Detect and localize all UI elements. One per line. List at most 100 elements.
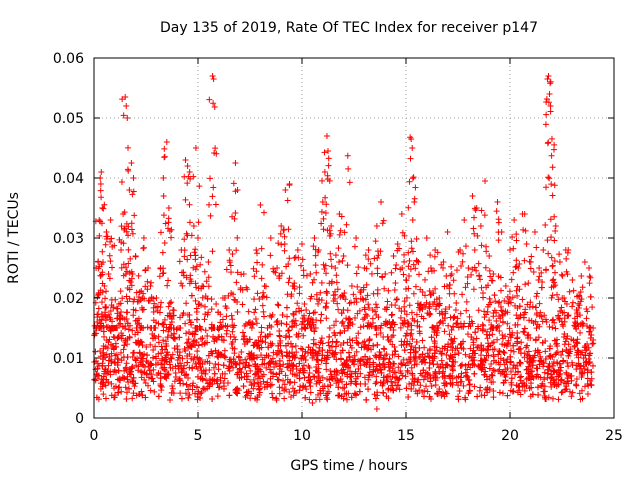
data-point (121, 342, 128, 349)
data-point (432, 285, 439, 292)
data-point (220, 362, 227, 369)
data-point (558, 376, 565, 383)
data-point (259, 294, 266, 301)
data-point (269, 394, 276, 401)
data-point (192, 246, 199, 253)
data-point (533, 293, 540, 300)
data-point (198, 389, 205, 396)
data-point (118, 330, 125, 337)
data-point (192, 145, 199, 151)
data-point (488, 379, 495, 386)
data-point (283, 263, 290, 270)
data-point (581, 259, 588, 265)
data-point (457, 378, 464, 385)
data-point (125, 167, 132, 174)
data-point (136, 391, 143, 397)
data-point (116, 316, 123, 323)
data-point (292, 343, 299, 350)
data-point (372, 380, 379, 387)
data-point (361, 304, 368, 311)
data-point (184, 163, 191, 169)
data-point (549, 262, 556, 269)
data-point (564, 333, 571, 340)
data-point (215, 350, 222, 357)
data-point (128, 220, 135, 227)
data-point (306, 370, 313, 377)
data-point (533, 373, 540, 380)
data-point (132, 380, 139, 387)
data-point (97, 187, 104, 194)
data-point (360, 316, 367, 323)
data-point (425, 268, 432, 275)
data-point (299, 318, 306, 325)
data-point (416, 354, 423, 361)
data-point (543, 395, 550, 402)
data-point (533, 325, 540, 332)
data-point (456, 388, 463, 395)
data-point (421, 276, 428, 283)
data-point (217, 374, 224, 381)
data-point (92, 348, 99, 355)
data-point (114, 315, 121, 322)
data-point (441, 315, 448, 322)
data-point (120, 261, 127, 268)
data-point (529, 362, 536, 369)
data-point (552, 269, 559, 276)
data-point (258, 324, 265, 331)
data-point (560, 358, 567, 365)
data-point (510, 348, 517, 355)
data-point (377, 366, 384, 373)
data-point (192, 297, 199, 304)
data-point (308, 293, 315, 300)
data-point (419, 337, 426, 344)
data-point (157, 265, 164, 272)
data-point (396, 305, 403, 312)
data-point (340, 306, 347, 313)
data-point (397, 314, 404, 321)
data-point (353, 348, 360, 355)
data-point (508, 276, 515, 283)
data-point (172, 373, 179, 380)
data-point (399, 264, 406, 271)
data-point (234, 234, 241, 241)
data-point (184, 352, 191, 359)
data-point (462, 243, 469, 250)
data-point (385, 395, 392, 402)
data-point (321, 266, 328, 273)
data-point (194, 354, 201, 361)
data-point (166, 310, 173, 317)
data-points (91, 73, 597, 412)
data-point (314, 391, 321, 398)
data-point (408, 309, 415, 316)
data-point (543, 184, 550, 191)
data-point (431, 253, 438, 260)
data-point (589, 341, 596, 348)
data-point (360, 296, 367, 303)
data-point (454, 320, 461, 327)
data-point (201, 340, 208, 347)
data-point (319, 199, 326, 205)
data-point (223, 313, 230, 320)
data-point (216, 333, 223, 340)
data-point (428, 334, 435, 341)
data-point (199, 385, 206, 392)
data-point (241, 340, 248, 347)
data-point (266, 359, 273, 366)
data-point (344, 262, 351, 269)
data-point (328, 263, 335, 270)
data-point (267, 252, 274, 259)
data-point (307, 349, 314, 356)
data-point (408, 364, 415, 371)
x-axis-label: GPS time / hours (290, 458, 407, 474)
data-point (466, 387, 473, 394)
data-point (121, 375, 128, 382)
data-point (341, 361, 348, 368)
data-point (340, 339, 347, 346)
data-point (412, 283, 419, 290)
data-point (165, 215, 172, 222)
data-point (176, 377, 183, 384)
data-point (381, 364, 388, 371)
data-point (186, 169, 193, 175)
data-point (278, 270, 285, 277)
data-point (215, 366, 222, 373)
